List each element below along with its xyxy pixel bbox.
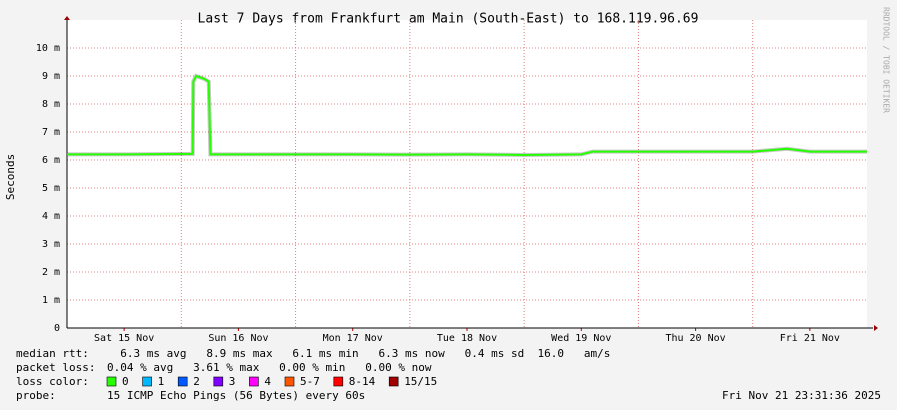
stat-label: median rtt:	[16, 347, 89, 360]
loss-swatch	[213, 376, 224, 387]
y-tick-label: 7 m	[42, 127, 60, 138]
y-tick-label: 6 m	[42, 155, 60, 166]
x-tick-label: Sun 16 Nov	[208, 333, 268, 344]
loss-name: 4	[264, 375, 271, 388]
loss-swatch	[284, 376, 295, 387]
y-arrow	[64, 16, 70, 20]
x-tick-label: Thu 20 Nov	[665, 333, 725, 344]
plot-area	[67, 20, 867, 328]
y-tick-label: 4 m	[42, 211, 60, 222]
chart-title: Last 7 Days from Frankfurt am Main (Sout…	[198, 12, 699, 27]
loss-swatch	[106, 376, 117, 387]
loss-swatch	[249, 376, 259, 387]
loss-swatch	[177, 376, 188, 387]
median-line	[67, 74, 867, 156]
x-tick-label: Sat 15 Nov	[94, 333, 154, 344]
timestamp: Fri Nov 21 23:31:36 2025	[722, 389, 881, 402]
y-tick-label: 0	[54, 323, 60, 334]
y-tick-label: 2 m	[42, 267, 60, 278]
y-tick-label: 10 m	[36, 43, 60, 54]
y-tick-label: 8 m	[42, 99, 60, 110]
loss-name: 8-14	[349, 375, 376, 388]
x-tick-label: Tue 18 Nov	[437, 333, 497, 344]
loss-name: 1	[158, 375, 165, 388]
side-text: RRDTOOL / TOBI OETIKER	[882, 7, 891, 113]
loss-name: 5-7	[300, 375, 320, 388]
probe-text: 15 ICMP Echo Pings (56 Bytes) every 60s	[107, 389, 365, 402]
stat-label: packet loss:	[16, 361, 95, 374]
loss-swatch	[333, 376, 344, 387]
stat-text: 0.04 % avg 3.61 % max 0.00 % min 0.00 % …	[107, 361, 432, 374]
x-tick-label: Mon 17 Nov	[323, 333, 383, 344]
x-arrow	[874, 325, 878, 331]
loss-name: 0	[122, 375, 129, 388]
y-axis-label: Seconds	[4, 154, 17, 200]
y-tick-label: 5 m	[42, 183, 60, 194]
loss-name: 2	[193, 375, 200, 388]
loss-swatch	[388, 376, 399, 387]
x-tick-label: Fri 21 Nov	[780, 333, 840, 344]
x-tick-label: Wed 19 Nov	[551, 333, 611, 344]
y-tick-label: 3 m	[42, 239, 60, 250]
y-tick-label: 1 m	[42, 295, 60, 306]
loss-swatch	[142, 376, 152, 387]
probe-label: probe:	[16, 389, 56, 402]
loss-name: 3	[229, 375, 236, 388]
loss-name: 15/15	[404, 375, 437, 388]
y-tick-label: 9 m	[42, 71, 60, 82]
loss-label: loss color:	[16, 375, 89, 388]
stat-text: 6.3 ms avg 8.9 ms max 6.1 ms min 6.3 ms …	[107, 347, 610, 360]
